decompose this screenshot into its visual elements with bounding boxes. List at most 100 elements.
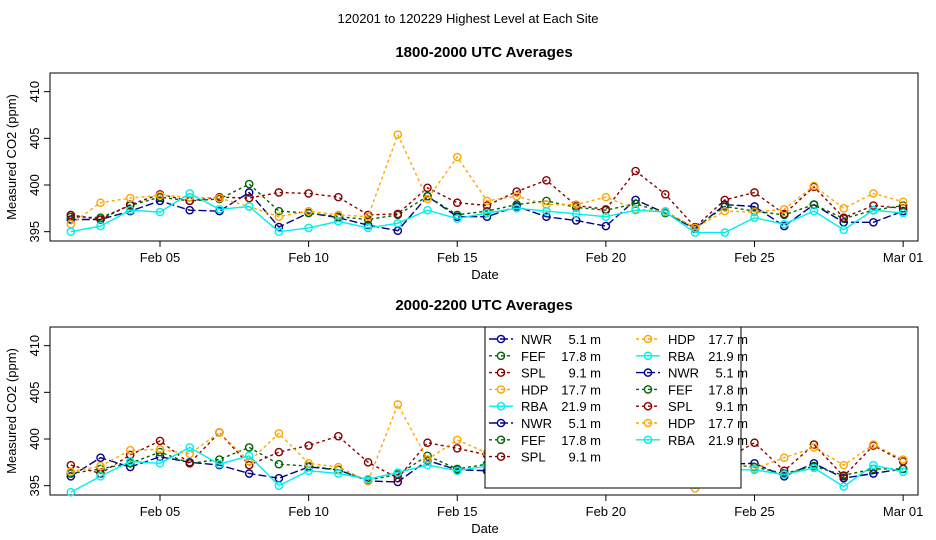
data-point-rba <box>363 474 373 484</box>
plot-frame <box>49 326 919 496</box>
data-point-hdp <box>690 223 700 233</box>
data-point-hdp <box>809 443 819 452</box>
plot-frame <box>49 72 919 242</box>
y-tick-label: 395 <box>27 221 42 243</box>
legend-marker-nwr <box>643 368 653 377</box>
data-point-hdp <box>215 193 224 203</box>
data-point-hdp <box>839 460 848 470</box>
legend-height-spl: 9.1 m <box>568 366 601 381</box>
data-point-rba <box>423 205 432 215</box>
data-point-hdp <box>482 196 492 206</box>
series-line-nwr <box>70 455 904 483</box>
data-point-nwr <box>185 205 195 215</box>
data-point-rba <box>96 221 105 231</box>
data-point-rba <box>809 206 819 216</box>
legend-label-rba: RBA <box>521 399 548 414</box>
data-point-hdp <box>66 467 76 476</box>
data-point-spl <box>393 209 403 219</box>
data-point-rba <box>601 212 611 222</box>
data-point-spl <box>244 460 254 470</box>
data-point-rba <box>839 482 848 491</box>
data-point-spl <box>66 210 76 220</box>
series-line-spl <box>70 170 904 228</box>
data-point-hdp <box>898 197 908 207</box>
data-point-hdp <box>125 445 135 455</box>
x-tick-label: Mar 01 <box>883 504 923 519</box>
data-point-hdp <box>215 428 224 437</box>
data-point-nwr <box>869 469 878 478</box>
data-point-nwr <box>244 469 254 478</box>
data-point-spl <box>423 438 432 448</box>
data-point-spl <box>363 458 373 467</box>
data-point-rba <box>631 205 640 215</box>
data-point-hdp <box>96 461 105 471</box>
data-point-hdp <box>423 194 432 204</box>
legend-height-spl: 9.1 m <box>715 399 748 414</box>
data-point-spl <box>185 458 195 468</box>
x-tick-label: Feb 25 <box>734 250 774 265</box>
data-point-fef <box>363 215 373 224</box>
data-point-rba <box>839 225 848 235</box>
data-point-rba <box>185 189 195 198</box>
data-point-rba <box>304 466 313 476</box>
data-point-hdp <box>720 206 730 216</box>
data-point-spl <box>750 188 759 197</box>
data-point-rba <box>423 460 432 470</box>
series-line-hdp <box>70 132 904 229</box>
y-tick-label: 400 <box>27 174 42 196</box>
data-point-rba <box>215 459 224 469</box>
legend-height-hdp: 17.7 m <box>561 382 601 397</box>
legend-label-fef: FEF <box>521 433 546 448</box>
legend-height-fef: 17.8 m <box>708 382 748 397</box>
legend-height-rba: 21.9 m <box>708 433 748 448</box>
data-point-spl <box>304 189 313 198</box>
legend-height-nwr: 5.1 m <box>715 366 748 381</box>
data-point-rba <box>542 206 551 216</box>
data-point-hdp <box>274 212 284 222</box>
legend-height-hdp: 17.7 m <box>708 332 748 347</box>
data-point-fef <box>274 459 284 469</box>
x-tick-label: Feb 10 <box>288 504 328 519</box>
data-point-rba <box>96 472 105 481</box>
data-point-rba <box>304 223 313 233</box>
panel-title: 1800-2000 UTC Averages <box>395 44 572 61</box>
data-point-rba <box>334 217 343 226</box>
legend-marker-fef <box>643 385 653 394</box>
x-tick-label: Feb 20 <box>586 250 626 265</box>
panel-2000-2200: 2000-2200 UTC Averages Feb 05 Feb 10 Feb 15… <box>4 297 923 536</box>
data-point-rba <box>155 458 165 468</box>
data-point-hdp <box>809 181 819 191</box>
data-point-fef <box>423 191 432 201</box>
data-point-spl <box>452 198 462 208</box>
data-point-spl <box>839 472 848 481</box>
y-tick-label: 405 <box>27 381 42 403</box>
data-point-spl <box>809 440 819 449</box>
data-point-hdp <box>452 152 462 162</box>
data-point-hdp <box>155 190 165 200</box>
legend-height-nwr: 5.1 m <box>568 416 601 431</box>
legend-label-spl: SPL <box>521 366 546 381</box>
data-point-rba <box>334 469 343 478</box>
legend-marker-fef <box>496 435 506 445</box>
x-tick-label: Feb 25 <box>734 504 774 519</box>
legend-label-nwr: NWR <box>668 366 699 381</box>
data-point-rba <box>125 457 135 466</box>
data-point-rba <box>779 470 789 479</box>
data-point-rba <box>512 204 521 213</box>
data-point-spl <box>274 447 284 457</box>
data-point-rba <box>779 219 789 229</box>
data-point-hdp <box>512 191 521 201</box>
legend-label-spl: SPL <box>668 399 693 414</box>
legend-box <box>484 326 742 489</box>
legend-marker-rba <box>643 435 653 445</box>
data-point-rba <box>244 451 254 461</box>
data-point-nwr <box>96 453 105 462</box>
data-point-hdp <box>363 212 373 222</box>
x-axis-label: Date <box>471 521 498 536</box>
data-point-rba <box>482 208 492 218</box>
data-point-fef <box>274 206 284 216</box>
data-point-nwr <box>750 202 759 211</box>
data-point-rba <box>393 468 403 477</box>
legend-height-fef: 17.8 m <box>561 433 601 448</box>
x-tick-label: Feb 05 <box>140 250 180 265</box>
